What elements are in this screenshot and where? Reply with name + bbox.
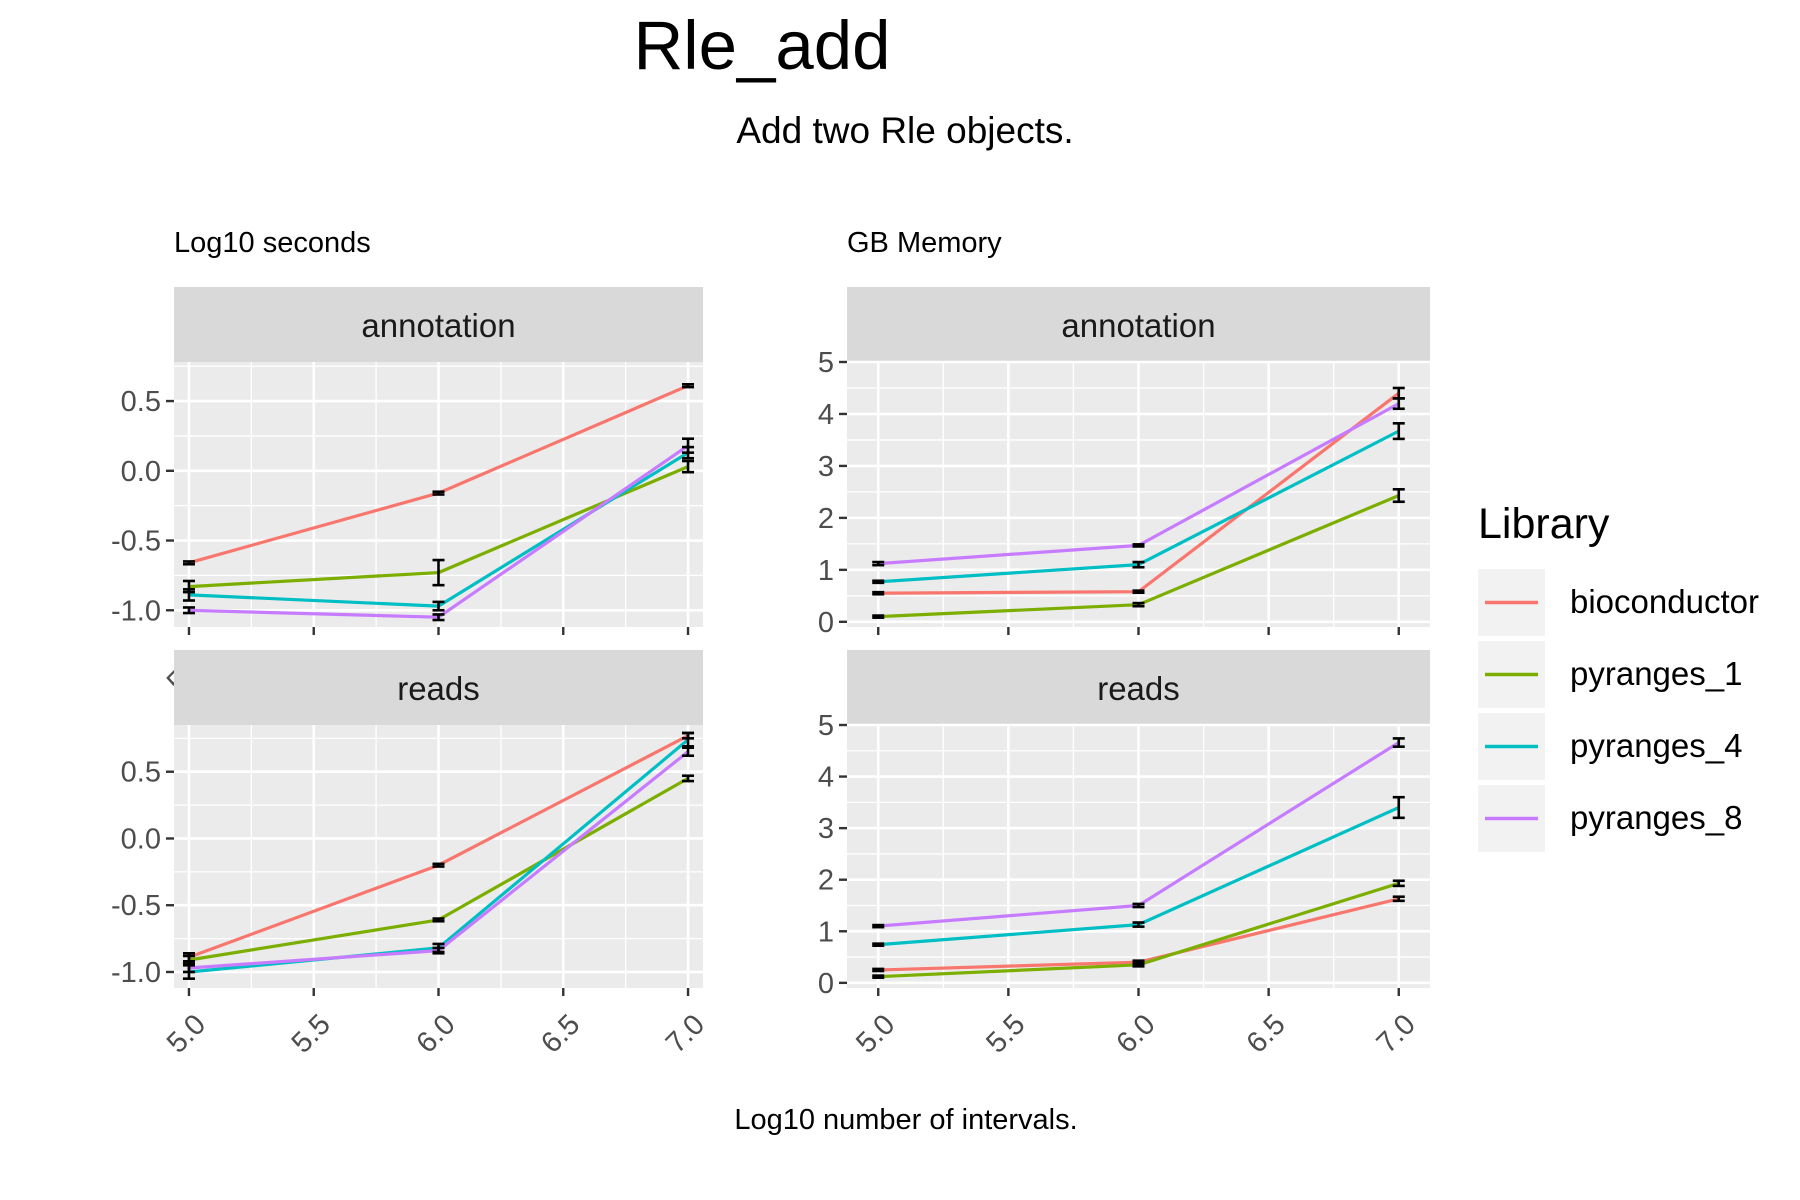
error-bar-pyranges_8 (682, 746, 695, 758)
facet-panels: annotation5.05.56.06.57.00.50.0-0.5-1.0a… (111, 287, 1430, 1060)
y-tick-label: 4 (818, 762, 834, 794)
error-bar-bioconductor (682, 383, 695, 389)
right-metric-label: GB Memory (847, 227, 1002, 259)
error-bar-pyranges_8 (1392, 737, 1405, 748)
facet-strip (174, 650, 703, 725)
legend-title: Library (1478, 500, 1610, 548)
error-bar-pyranges_1 (1392, 879, 1405, 888)
legend-item-bioconductor: bioconductor (1478, 569, 1759, 636)
error-bar-pyranges_4 (1132, 560, 1145, 569)
error-bar-bioconductor (1392, 895, 1405, 903)
facet-strip-label: annotation (361, 307, 515, 344)
error-bar-pyranges_1 (872, 974, 885, 979)
error-bar-pyranges_1 (1132, 961, 1145, 968)
legend: Library bioconductor pyranges_1 pyranges_4… (1478, 500, 1759, 852)
error-bar-bioconductor (872, 590, 885, 596)
y-tick-label: 2 (818, 503, 834, 535)
y-tick-label: 5 (818, 347, 834, 379)
y-tick-label: 0.0 (121, 823, 161, 855)
error-bar-pyranges_1 (682, 459, 695, 474)
y-tick-label: -0.5 (111, 526, 161, 558)
error-bar-pyranges_8 (432, 946, 445, 955)
error-bar-bioconductor (182, 560, 195, 566)
y-tick-label: -0.5 (111, 890, 161, 922)
facet-strip (847, 650, 1430, 725)
error-bar-pyranges_4 (1132, 921, 1145, 928)
y-tick-label: 3 (818, 813, 834, 845)
legend-items: bioconductor pyranges_1 pyranges_4 pyranges… (1478, 569, 1759, 852)
error-bar-pyranges_1 (872, 614, 885, 619)
y-tick-label: 0.0 (121, 456, 161, 488)
error-bar-pyranges_4 (1392, 422, 1405, 441)
facet-strip (847, 287, 1430, 362)
error-bar-bioconductor (872, 967, 885, 973)
y-tick-label: 1 (818, 916, 834, 948)
x-axis-label: Log10 number of intervals. (734, 1104, 1077, 1136)
y-tick-label: 2 (818, 865, 834, 897)
y-tick-label: 1 (818, 555, 834, 587)
y-tick-label: 0 (818, 607, 834, 639)
y-tick-label: 0.5 (121, 757, 161, 789)
legend-item-pyranges_4: pyranges_4 (1478, 713, 1742, 780)
y-tick-label: -1.0 (111, 957, 161, 989)
error-bar-pyranges_8 (182, 962, 195, 974)
y-tick-label: -1.0 (111, 595, 161, 627)
chart-subtitle: Add two Rle objects. (736, 110, 1073, 151)
facet-strip-label: reads (397, 670, 480, 707)
error-bar-pyranges_1 (432, 917, 445, 923)
y-tick-label: 0 (818, 968, 834, 1000)
legend-item-pyranges_8: pyranges_8 (1478, 785, 1742, 852)
error-bar-pyranges_1 (432, 558, 445, 587)
error-bar-pyranges_1 (1132, 601, 1145, 608)
facet-strip-label: reads (1097, 670, 1180, 707)
legend-item-label: pyranges_4 (1570, 727, 1742, 764)
error-bar-pyranges_4 (682, 731, 695, 748)
legend-item-label: pyranges_8 (1570, 799, 1742, 836)
chart-title: Rle_add (633, 7, 890, 84)
left-metric-label: Log10 seconds (174, 227, 371, 259)
error-bar-pyranges_4 (872, 579, 885, 585)
y-tick-label: 4 (818, 399, 834, 431)
error-bar-pyranges_8 (872, 560, 885, 567)
error-bar-pyranges_8 (432, 613, 445, 622)
error-bar-bioconductor (432, 862, 445, 868)
error-bar-pyranges_8 (1132, 902, 1145, 909)
error-bar-pyranges_8 (682, 437, 695, 454)
legend-item-label: bioconductor (1570, 583, 1759, 620)
y-tick-label: 0.5 (121, 386, 161, 418)
error-bar-pyranges_8 (1392, 397, 1405, 411)
legend-item-pyranges_1: pyranges_1 (1478, 641, 1742, 708)
y-tick-label: 3 (818, 451, 834, 483)
error-bar-bioconductor (1132, 589, 1145, 595)
error-bar-bioconductor (432, 490, 445, 496)
error-bar-pyranges_4 (432, 600, 445, 612)
error-bar-pyranges_8 (182, 606, 195, 615)
facet-strip-label: annotation (1061, 307, 1215, 344)
error-bar-pyranges_1 (1392, 488, 1405, 504)
error-bar-pyranges_4 (872, 942, 885, 948)
error-bar-pyranges_4 (182, 588, 195, 602)
facet-strip (174, 287, 703, 362)
error-bar-pyranges_8 (872, 923, 885, 929)
y-tick-label: 5 (818, 710, 834, 742)
error-bar-pyranges_1 (682, 774, 695, 783)
legend-item-label: pyranges_1 (1570, 655, 1742, 692)
error-bar-pyranges_4 (1392, 795, 1405, 820)
error-bar-pyranges_8 (1132, 543, 1145, 548)
